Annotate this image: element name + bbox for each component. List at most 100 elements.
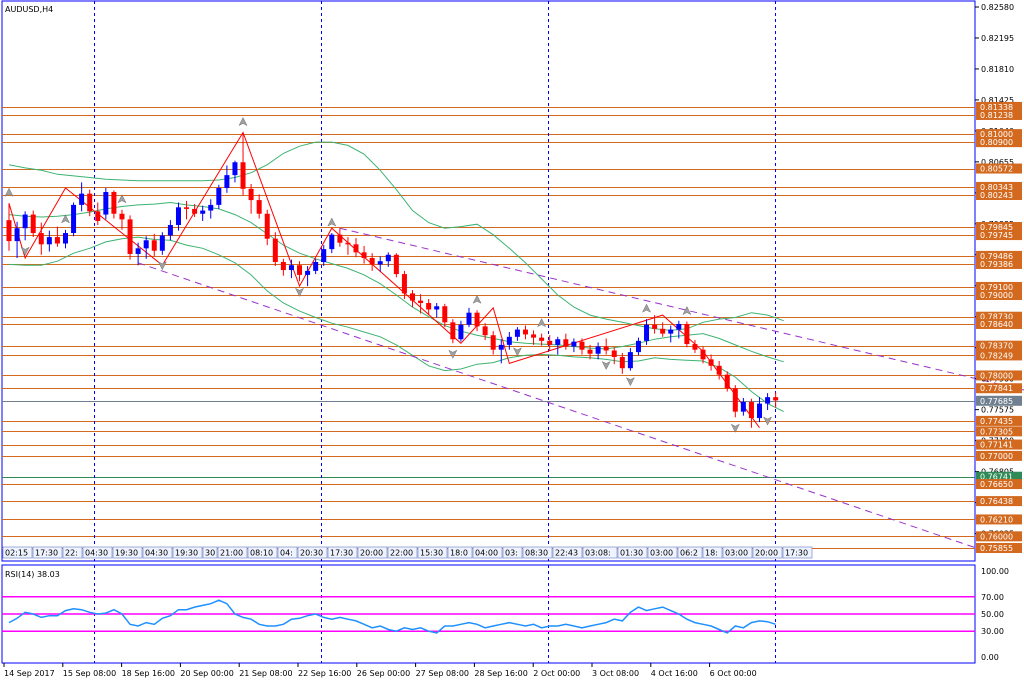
time-bar-label: 20:30: [300, 549, 323, 558]
rsi-line: [8, 599, 776, 634]
candle-bull: [627, 352, 633, 369]
channel-lower-line: [137, 262, 978, 549]
candle-bear: [401, 274, 407, 294]
level-label-text: 0.81338: [980, 103, 1013, 112]
level-label-text: 0.78000: [980, 371, 1013, 380]
candle-bear: [539, 337, 545, 341]
time-tick-label: 20 Sep 00:00: [180, 669, 233, 678]
candle-bull: [175, 207, 181, 226]
time-bar-box: [782, 546, 813, 559]
level-label-text: 0.79386: [980, 260, 1013, 269]
candle-bull: [46, 237, 52, 245]
candle-bull: [159, 235, 165, 251]
candle-bull: [200, 210, 206, 214]
rsi-tick-label: 30.00: [981, 627, 1004, 636]
time-bar-label: 04:30: [145, 549, 168, 558]
time-tick-label: 26 Sep 00:00: [357, 669, 410, 678]
fractal-up-icon: [327, 217, 337, 227]
level-label-box: [976, 340, 1022, 351]
candle-bull: [313, 262, 319, 271]
fractal-down-icon: [157, 261, 167, 271]
candle-bear: [587, 349, 593, 354]
time-bar-box: [142, 546, 173, 559]
time-bar-box: [172, 546, 203, 559]
level-label-box: [976, 222, 1022, 233]
level-label-box: [976, 383, 1022, 394]
candle-bear: [264, 213, 270, 239]
candle-bear: [248, 188, 254, 201]
candle-bull: [329, 234, 335, 250]
fractal-up-icon: [60, 214, 71, 224]
candle-bear: [522, 329, 528, 335]
candle-bear: [708, 359, 714, 366]
zigzag-indicator: [8, 131, 760, 428]
level-label-box: [976, 426, 1022, 437]
fractal-down-icon: [294, 287, 305, 297]
fractal-down-icon: [20, 246, 30, 256]
level-label-box: [976, 471, 1022, 482]
level-label-text: 0.81000: [980, 130, 1013, 139]
time-bar-label: 22:: [65, 549, 78, 558]
level-label-box: [976, 450, 1022, 461]
candle-bear: [732, 388, 738, 412]
candle-bull: [514, 329, 520, 337]
level-label-text: 0.75855: [980, 544, 1013, 553]
time-bar-box: [522, 546, 553, 559]
time-bar-label: 03:08:: [585, 549, 611, 558]
time-tick-label: 15 Sep 08:00: [63, 669, 116, 678]
time-bar-label: 02:15: [5, 549, 28, 558]
channel-upper-line: [339, 227, 1024, 391]
level-label-box: [976, 370, 1022, 381]
candle-bear: [240, 162, 246, 189]
candle-bear: [95, 211, 101, 221]
level-label-box: [976, 181, 1022, 192]
candle-bull: [555, 339, 561, 345]
level-label-text: 0.79486: [980, 252, 1013, 261]
chart-title: AUDUSD,H4: [5, 5, 53, 14]
time-tick-label: 28 Sep 16:00: [474, 669, 527, 678]
time-tick-label: 3 Oct 08:00: [592, 669, 639, 678]
price-tick-label: 0.77575: [981, 406, 1014, 415]
candle-bear: [684, 323, 690, 345]
level-label-box: [976, 258, 1022, 269]
level-label-box: [976, 190, 1022, 201]
level-label-text: 0.77305: [980, 427, 1013, 436]
time-bar-box: [297, 546, 328, 559]
time-bar-label: 21:00: [220, 549, 243, 558]
candle-bull: [757, 403, 763, 419]
candle-bull: [62, 233, 68, 244]
candle-bear: [450, 322, 456, 340]
time-bar-label: 19:30: [115, 549, 138, 558]
zigzag-line: [8, 131, 760, 428]
time-bar-box: [502, 546, 523, 559]
time-bar-box: [447, 546, 473, 559]
time-bar-label: 15:30: [420, 549, 443, 558]
time-bar-label: 03:00: [650, 549, 673, 558]
price-tick-label: 0.82195: [981, 34, 1014, 43]
level-label-text: 0.80343: [980, 183, 1013, 192]
time-axis: 14 Sep 2017 15 Sep 08:00 18 Sep 16:00 20 Se…: [3, 663, 757, 678]
fractal-up-icon: [117, 194, 127, 204]
level-label-text: 0.78370: [980, 342, 1013, 351]
candle-bear: [337, 234, 343, 243]
level-label-box: [976, 479, 1022, 490]
time-bar-label: 20:00: [755, 549, 778, 558]
level-label-box: [976, 531, 1022, 542]
candle-bear: [579, 341, 585, 350]
level-label-text: 0.78640: [980, 320, 1013, 329]
price-panel-frame: [1, 0, 976, 562]
time-bar-label: 17:30: [35, 549, 58, 558]
time-bar-box: [202, 546, 218, 559]
candle-bear: [426, 303, 432, 310]
level-label-box: [976, 496, 1022, 507]
time-bar-box: [647, 546, 678, 559]
candle-bull: [765, 397, 771, 404]
level-label-text: 0.79745: [980, 231, 1013, 240]
level-label-box: [976, 163, 1022, 174]
time-bar-box: [417, 546, 448, 559]
candle-bull: [208, 204, 214, 211]
level-label-text: 0.79845: [980, 223, 1013, 232]
candle-bear: [353, 244, 359, 253]
